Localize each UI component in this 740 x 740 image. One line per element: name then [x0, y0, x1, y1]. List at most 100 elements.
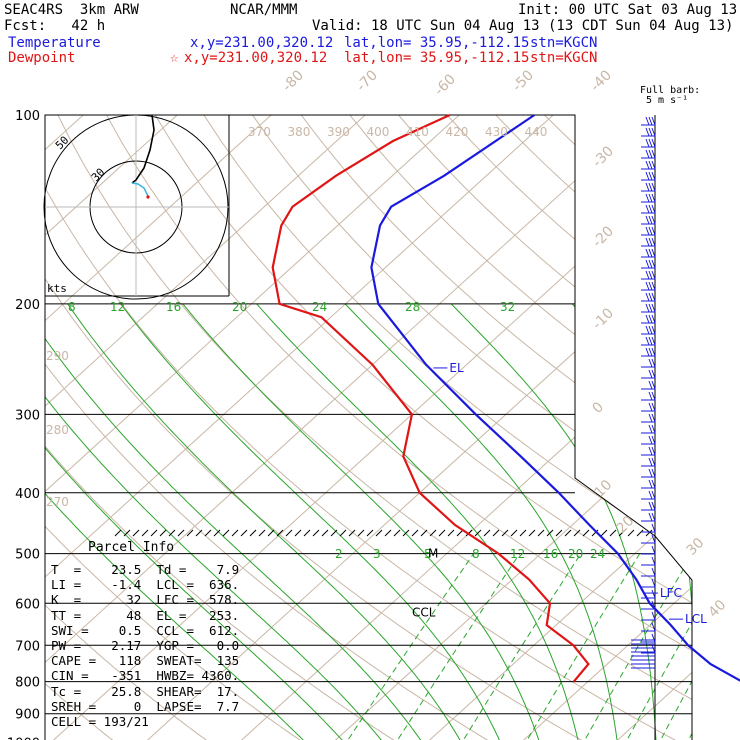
- terrain-hatch: [222, 529, 230, 537]
- isotherm-line: [45, 115, 272, 740]
- mixing-ratio-label: 2: [335, 547, 343, 561]
- dewpoint-latlon: lat,lon= 35.95,-112.15: [344, 50, 530, 66]
- wind-barb-flag: [648, 457, 653, 467]
- mixing-ratio-label: 3: [373, 547, 381, 561]
- wind-barb-flag: [645, 138, 650, 148]
- terrain-hatch: [420, 529, 428, 537]
- wind-barb-flag: [648, 182, 653, 192]
- wind-barb-flag: [648, 380, 653, 390]
- terrain-hatch: [375, 529, 383, 537]
- parcel-info-row: CELL = 193/21: [51, 714, 149, 729]
- terrain-hatch: [591, 529, 599, 537]
- wind-barb-flag: [645, 259, 650, 269]
- wind-barb-flag: [648, 248, 653, 258]
- wind-barb-flag: [645, 160, 650, 170]
- wind-barb-flag: [651, 523, 656, 533]
- init-time: Init: 00 UTC Sat 03 Aug 13: [518, 2, 738, 18]
- wind-barb-flag: [651, 479, 656, 489]
- isotherm-label: -40: [588, 67, 615, 94]
- terrain-hatch: [339, 529, 347, 537]
- org-label: NCAR/MMM: [230, 2, 298, 18]
- dry-adiabat-label: 290: [46, 349, 69, 363]
- mixing-ratio-label: 12: [510, 547, 525, 561]
- isotherm-label: -30: [590, 143, 617, 170]
- terrain-hatch: [249, 529, 257, 537]
- isotherm-line: [709, 115, 740, 740]
- terrain-hatch: [600, 529, 608, 537]
- wind-barb-flag: [651, 578, 656, 588]
- wind-barb-flag: [645, 270, 650, 280]
- terrain-hatch: [429, 529, 437, 537]
- isotherm-line: [520, 115, 692, 740]
- wind-barb-flag: [648, 347, 653, 357]
- pressure-tick-label: 400: [15, 487, 40, 502]
- wind-barb-flag: [645, 171, 650, 181]
- terrain-hatch: [204, 529, 212, 537]
- wind-barb-flag: [648, 215, 653, 225]
- dry-adiabat-label: 410: [406, 125, 429, 139]
- plot-border: [44, 114, 693, 740]
- terrain-hatch: [150, 529, 158, 537]
- isotherm-line: [426, 115, 692, 740]
- terrain-hatch: [258, 529, 266, 537]
- terrain-hatch: [483, 529, 491, 537]
- terrain-hatch: [231, 529, 239, 537]
- terrain-hatch: [510, 529, 518, 537]
- isotherm-line: [614, 115, 692, 740]
- terrain-hatch: [474, 529, 482, 537]
- wind-barb-flag: [651, 160, 656, 170]
- wind-barb-flag: [651, 413, 656, 423]
- hodo-trace: [131, 114, 155, 184]
- wind-barb-flag: [648, 501, 653, 511]
- wind-barb-flag: [651, 611, 656, 621]
- wind-barb-flag: [651, 402, 656, 412]
- terrain-hatch: [159, 529, 167, 537]
- moist-adiabat-line: [694, 304, 740, 740]
- wind-barb-flag: [651, 424, 656, 434]
- dewpoint-stn: stn=KGCN: [530, 50, 598, 66]
- terrain-hatch: [456, 529, 464, 537]
- dewpoint-xy: x,y=231.00,320.12: [184, 50, 328, 66]
- parcel-info-row: SREH = 0 LAPSE= 7.7: [51, 698, 240, 714]
- wind-barb-flag: [651, 215, 656, 225]
- wind-barb-flag: [651, 292, 656, 302]
- wind-barb-flag: [651, 622, 656, 632]
- wind-barb-flag: [648, 303, 653, 313]
- wind-barb-flag: [651, 556, 656, 566]
- dry-adiabat-line: [45, 115, 324, 740]
- temperature-profile: [370, 114, 740, 682]
- moist-adiabat-line: [120, 303, 507, 740]
- wind-barb-flag: [648, 160, 653, 170]
- terrain-hatch: [582, 529, 590, 537]
- wind-barb-flag: [648, 116, 653, 126]
- moist-adiabat-label: 16: [166, 300, 181, 314]
- dry-adiabat-label: 380: [288, 125, 311, 139]
- terrain-hatch: [573, 529, 581, 537]
- wind-barb-flag: [648, 127, 653, 137]
- wind-barb-flag: [648, 193, 653, 203]
- wind-barb-flag: [648, 424, 653, 434]
- wind-barb-flag: [651, 501, 656, 511]
- dry-adiabat-line: [252, 115, 692, 740]
- mixing-ratio-line: [453, 553, 582, 740]
- dry-adiabat-line: [45, 115, 692, 740]
- wind-barb-flag: [648, 226, 653, 236]
- terrain-hatch: [645, 529, 653, 537]
- isotherm-line: [45, 115, 178, 740]
- wind-barb-flag: [651, 237, 656, 247]
- valid-time: Valid: 18 UTC Sun 04 Aug 13 (13 CDT Sun …: [312, 18, 734, 34]
- wind-barb-flag: [648, 336, 653, 346]
- terrain-hatch: [384, 529, 392, 537]
- terrain-hatch: [492, 529, 500, 537]
- parcel-info-row: SWI = 0.5 CCL = 612.: [51, 622, 240, 638]
- pressure-tick-label: 200: [15, 298, 40, 313]
- terrain-hatch: [195, 529, 203, 537]
- chart-curves: [271, 113, 740, 683]
- wind-barb-flag: [651, 303, 656, 313]
- isotherm-line: [45, 115, 366, 740]
- terrain-hatch: [177, 529, 185, 537]
- wind-barb-flag: [648, 204, 653, 214]
- dry-adiabat-line: [300, 115, 692, 740]
- wind-barb-flag: [645, 215, 650, 225]
- wind-barb-flag: [651, 127, 656, 137]
